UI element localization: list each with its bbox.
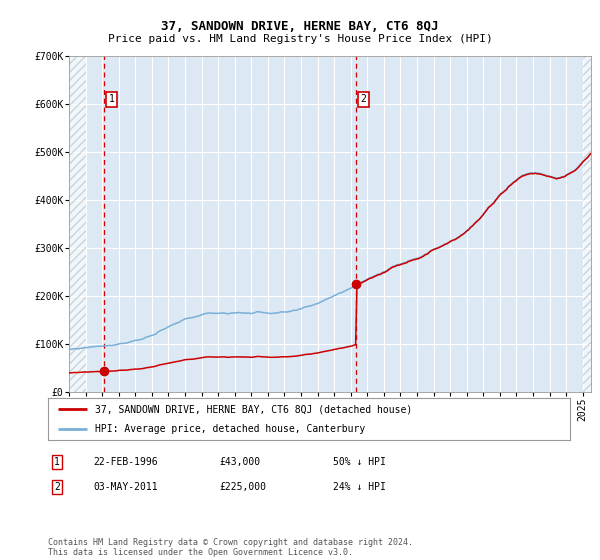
Text: 1: 1: [54, 457, 60, 467]
Bar: [69, 56, 86, 392]
Text: Contains HM Land Registry data © Crown copyright and database right 2024.
This d: Contains HM Land Registry data © Crown c…: [48, 538, 413, 557]
Text: 24% ↓ HPI: 24% ↓ HPI: [333, 482, 386, 492]
Text: HPI: Average price, detached house, Canterbury: HPI: Average price, detached house, Cant…: [95, 424, 365, 434]
Text: Price paid vs. HM Land Registry's House Price Index (HPI): Price paid vs. HM Land Registry's House …: [107, 34, 493, 44]
Text: 37, SANDOWN DRIVE, HERNE BAY, CT6 8QJ: 37, SANDOWN DRIVE, HERNE BAY, CT6 8QJ: [161, 20, 439, 32]
Text: 1: 1: [109, 94, 115, 104]
Text: 2: 2: [54, 482, 60, 492]
Bar: [583, 56, 591, 392]
Text: 2: 2: [361, 94, 367, 104]
Text: 50% ↓ HPI: 50% ↓ HPI: [333, 457, 386, 467]
Text: 37, SANDOWN DRIVE, HERNE BAY, CT6 8QJ (detached house): 37, SANDOWN DRIVE, HERNE BAY, CT6 8QJ (d…: [95, 404, 412, 414]
Text: £43,000: £43,000: [219, 457, 260, 467]
Text: 03-MAY-2011: 03-MAY-2011: [93, 482, 158, 492]
Text: 22-FEB-1996: 22-FEB-1996: [93, 457, 158, 467]
Text: £225,000: £225,000: [219, 482, 266, 492]
